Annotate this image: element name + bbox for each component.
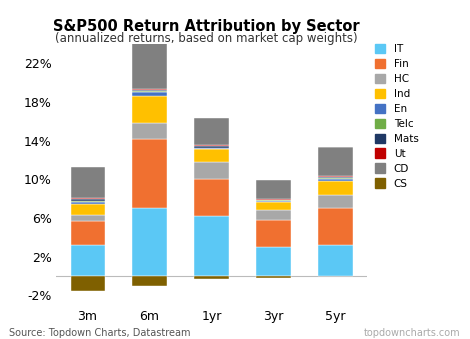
Bar [318, 176, 352, 177]
Bar [318, 181, 352, 195]
Bar [70, 245, 105, 276]
Bar [70, 167, 105, 198]
Bar [133, 92, 166, 93]
Bar [70, 215, 105, 221]
Bar [195, 162, 228, 179]
Bar [257, 247, 290, 276]
Bar [133, 276, 166, 286]
Bar [195, 148, 228, 149]
Bar [257, 220, 290, 247]
Bar [318, 179, 352, 181]
Text: S&P500 Return Attribution by Sector: S&P500 Return Attribution by Sector [54, 19, 360, 34]
Bar [133, 40, 166, 88]
Bar [70, 276, 105, 291]
Bar [195, 149, 228, 162]
Bar [195, 145, 228, 146]
Bar [133, 208, 166, 276]
Bar [195, 147, 228, 148]
Bar [257, 211, 290, 220]
Bar [257, 199, 290, 200]
Bar [70, 199, 105, 201]
Bar [70, 221, 105, 245]
Bar [195, 179, 228, 216]
Bar [133, 93, 166, 96]
Bar [257, 276, 290, 278]
Text: Source: Topdown Charts, Datastream: Source: Topdown Charts, Datastream [9, 327, 191, 338]
Bar [70, 204, 105, 215]
Bar [318, 245, 352, 276]
Bar [195, 146, 228, 147]
Bar [133, 89, 166, 92]
Bar [70, 202, 105, 204]
Bar [70, 198, 105, 199]
Bar [70, 201, 105, 202]
Text: topdowncharts.com: topdowncharts.com [364, 327, 461, 338]
Bar [257, 180, 290, 199]
Bar [195, 216, 228, 276]
Bar [257, 201, 290, 202]
Bar [318, 208, 352, 245]
Bar [318, 178, 352, 179]
Bar [257, 202, 290, 211]
Bar [133, 96, 166, 123]
Text: (annualized returns, based on market cap weights): (annualized returns, based on market cap… [55, 32, 358, 45]
Bar [318, 195, 352, 208]
Bar [195, 118, 228, 145]
Legend: IT, Fin, HC, Ind, En, Telc, Mats, Ut, CD, CS: IT, Fin, HC, Ind, En, Telc, Mats, Ut, CD… [375, 44, 419, 188]
Bar [133, 139, 166, 208]
Bar [318, 177, 352, 178]
Bar [133, 88, 166, 89]
Bar [195, 276, 228, 279]
Bar [133, 123, 166, 139]
Bar [257, 200, 290, 201]
Bar [318, 146, 352, 176]
